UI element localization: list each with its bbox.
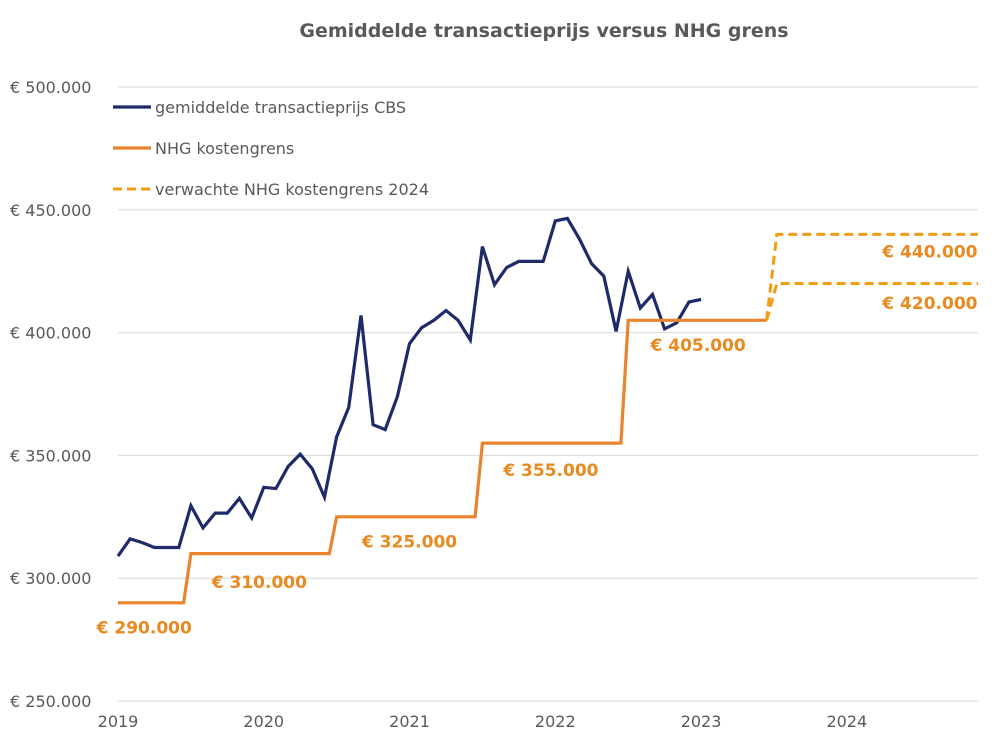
series-line-expected-nhg-1: [765, 282, 978, 321]
series-line-0: [116, 216, 702, 558]
x-tick-label: 2020: [243, 712, 284, 731]
data-label: € 420.000: [881, 294, 977, 314]
series-lines: [116, 216, 978, 605]
legend: gemiddelde transactieprijs CBS NHG kosten…: [113, 98, 429, 199]
data-label: € 405.000: [650, 336, 746, 356]
series-line-1: [118, 318, 767, 605]
series-line-expected-nhg-0: [765, 232, 978, 321]
y-tick-label: € 250.000: [10, 692, 91, 711]
data-label: € 325.000: [361, 532, 457, 552]
data-label: € 310.000: [211, 573, 307, 593]
y-tick-label: € 350.000: [10, 446, 91, 465]
y-tick-label: € 400.000: [10, 324, 91, 343]
data-label: € 290.000: [96, 618, 192, 638]
data-label: € 355.000: [502, 461, 598, 481]
y-axis-tick-labels: € 500.000 € 450.000 € 400.000 € 350.000 € 30…: [10, 78, 91, 711]
legend-label: gemiddelde transactieprijs CBS: [155, 98, 406, 117]
chart-title: Gemiddelde transactieprijs versus NHG gr…: [299, 20, 788, 42]
x-axis-tick-labels: 2019 2020 2021 2022 2023 2024: [98, 712, 868, 731]
x-tick-label: 2022: [535, 712, 576, 731]
legend-label: NHG kostengrens: [155, 139, 294, 158]
legend-label: verwachte NHG kostengrens 2024: [155, 180, 429, 199]
x-tick-label: 2023: [681, 712, 722, 731]
data-label: € 440.000: [881, 243, 977, 263]
gridlines: [118, 86, 978, 702]
x-tick-label: 2024: [826, 712, 867, 731]
x-tick-label: 2021: [389, 712, 430, 731]
y-tick-label: € 300.000: [10, 569, 91, 588]
y-tick-label: € 500.000: [10, 78, 91, 97]
x-tick-label: 2019: [98, 712, 139, 731]
annotations: € 290.000 € 310.000 € 325.000 € 355.000 € 40…: [96, 243, 978, 639]
y-tick-label: € 450.000: [10, 201, 91, 220]
